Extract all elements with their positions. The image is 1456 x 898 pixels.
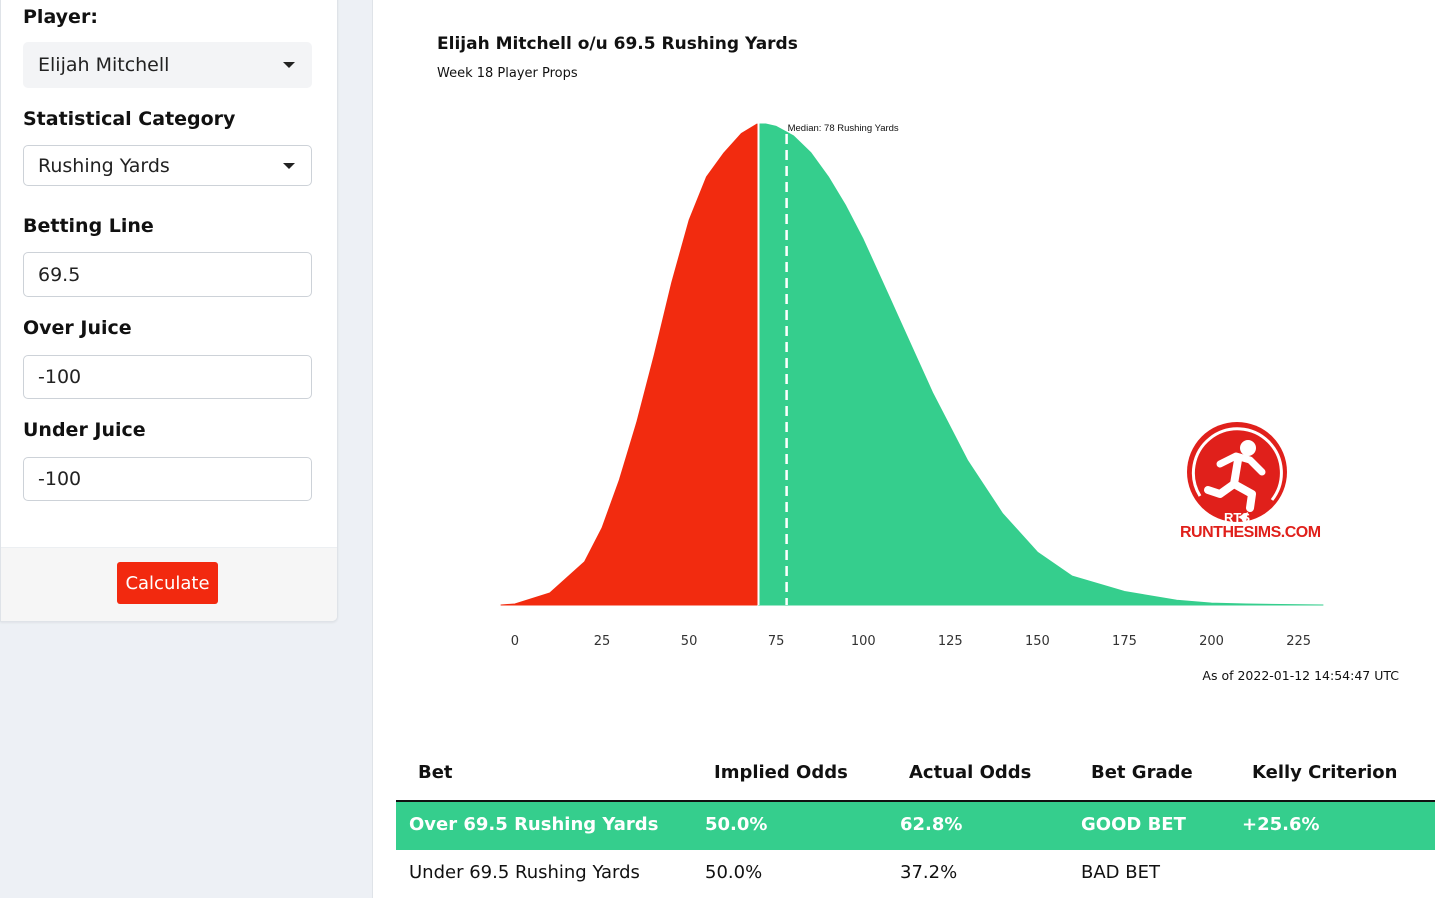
- under-juice-label: Under Juice: [23, 419, 146, 441]
- table-row: Over 69.5 Rushing Yards 50.0% 62.8% GOOD…: [396, 802, 1435, 850]
- category-select-value: Rushing Yards: [38, 154, 170, 177]
- chart-subtitle: Week 18 Player Props: [437, 66, 578, 81]
- logo-text: RUNTHESIMS.COM: [1180, 524, 1321, 541]
- under-juice-input[interactable]: -100: [23, 457, 312, 501]
- chart-title: Elijah Mitchell o/u 69.5 Rushing Yards: [437, 34, 798, 54]
- runthesims-logo: RTS: [1187, 422, 1287, 525]
- cell-bet-grade: GOOD BET: [1081, 814, 1186, 835]
- over-juice-input[interactable]: -100: [23, 355, 312, 399]
- x-tick-label: 125: [938, 634, 963, 649]
- bet-table: Bet Implied Odds Actual Odds Bet Grade K…: [396, 748, 1435, 898]
- timestamp: As of 2022-01-12 14:54:47 UTC: [1202, 668, 1399, 683]
- over-juice-value: -100: [38, 366, 82, 388]
- player-label: Player:: [23, 6, 98, 28]
- cell-actual-odds: 37.2%: [900, 862, 958, 883]
- chevron-down-icon: [283, 62, 295, 68]
- x-tick-label: 175: [1112, 634, 1137, 649]
- x-tick-label: 50: [681, 634, 698, 649]
- x-tick-label: 75: [768, 634, 785, 649]
- calculate-button[interactable]: Calculate: [117, 562, 218, 604]
- cell-bet: Over 69.5 Rushing Yards: [409, 814, 659, 835]
- x-tick-label: 100: [851, 634, 876, 649]
- chevron-down-icon: [283, 162, 295, 169]
- player-select-value: Elijah Mitchell: [38, 54, 170, 76]
- category-select[interactable]: Rushing Yards: [23, 145, 312, 186]
- cell-implied-odds: 50.0%: [705, 814, 768, 835]
- header-actual-odds: Actual Odds: [909, 762, 1032, 783]
- over-juice-label: Over Juice: [23, 317, 132, 339]
- cell-bet: Under 69.5 Rushing Yards: [409, 862, 640, 883]
- category-label: Statistical Category: [23, 108, 236, 130]
- betting-line-input[interactable]: 69.5: [23, 252, 312, 297]
- cell-implied-odds: 50.0%: [705, 862, 763, 883]
- x-tick-label: 0: [511, 634, 519, 649]
- x-tick-label: 200: [1199, 634, 1224, 649]
- x-tick-label: 25: [594, 634, 611, 649]
- x-tick-label: 150: [1025, 634, 1050, 649]
- player-select[interactable]: Elijah Mitchell: [23, 42, 312, 88]
- cell-kelly: +25.6%: [1242, 814, 1320, 835]
- logo-mark: RTS: [1224, 510, 1250, 525]
- x-tick-label: 225: [1286, 634, 1311, 649]
- table-row: Under 69.5 Rushing Yards 50.0% 37.2% BAD…: [396, 850, 1435, 898]
- over-area: [758, 123, 1324, 606]
- distribution-chart: Median: 78 Rushing Yards 0 25 50 75 100 125 150…: [500, 119, 1324, 649]
- header-implied-odds: Implied Odds: [714, 762, 848, 783]
- under-juice-value: -100: [38, 468, 82, 490]
- table-header-row: Bet Implied Odds Actual Odds Bet Grade K…: [396, 748, 1435, 802]
- calculator-form-card: [0, 0, 338, 622]
- under-area: [500, 123, 758, 606]
- cell-bet-grade: BAD BET: [1081, 862, 1160, 883]
- header-bet-grade: Bet Grade: [1091, 762, 1193, 783]
- median-label: Median: 78 Rushing Yards: [788, 123, 899, 134]
- header-kelly-criterion: Kelly Criterion: [1252, 762, 1398, 783]
- betting-line-value: 69.5: [38, 263, 81, 286]
- betting-line-label: Betting Line: [23, 215, 154, 237]
- cell-actual-odds: 62.8%: [900, 814, 963, 835]
- header-bet: Bet: [418, 762, 453, 783]
